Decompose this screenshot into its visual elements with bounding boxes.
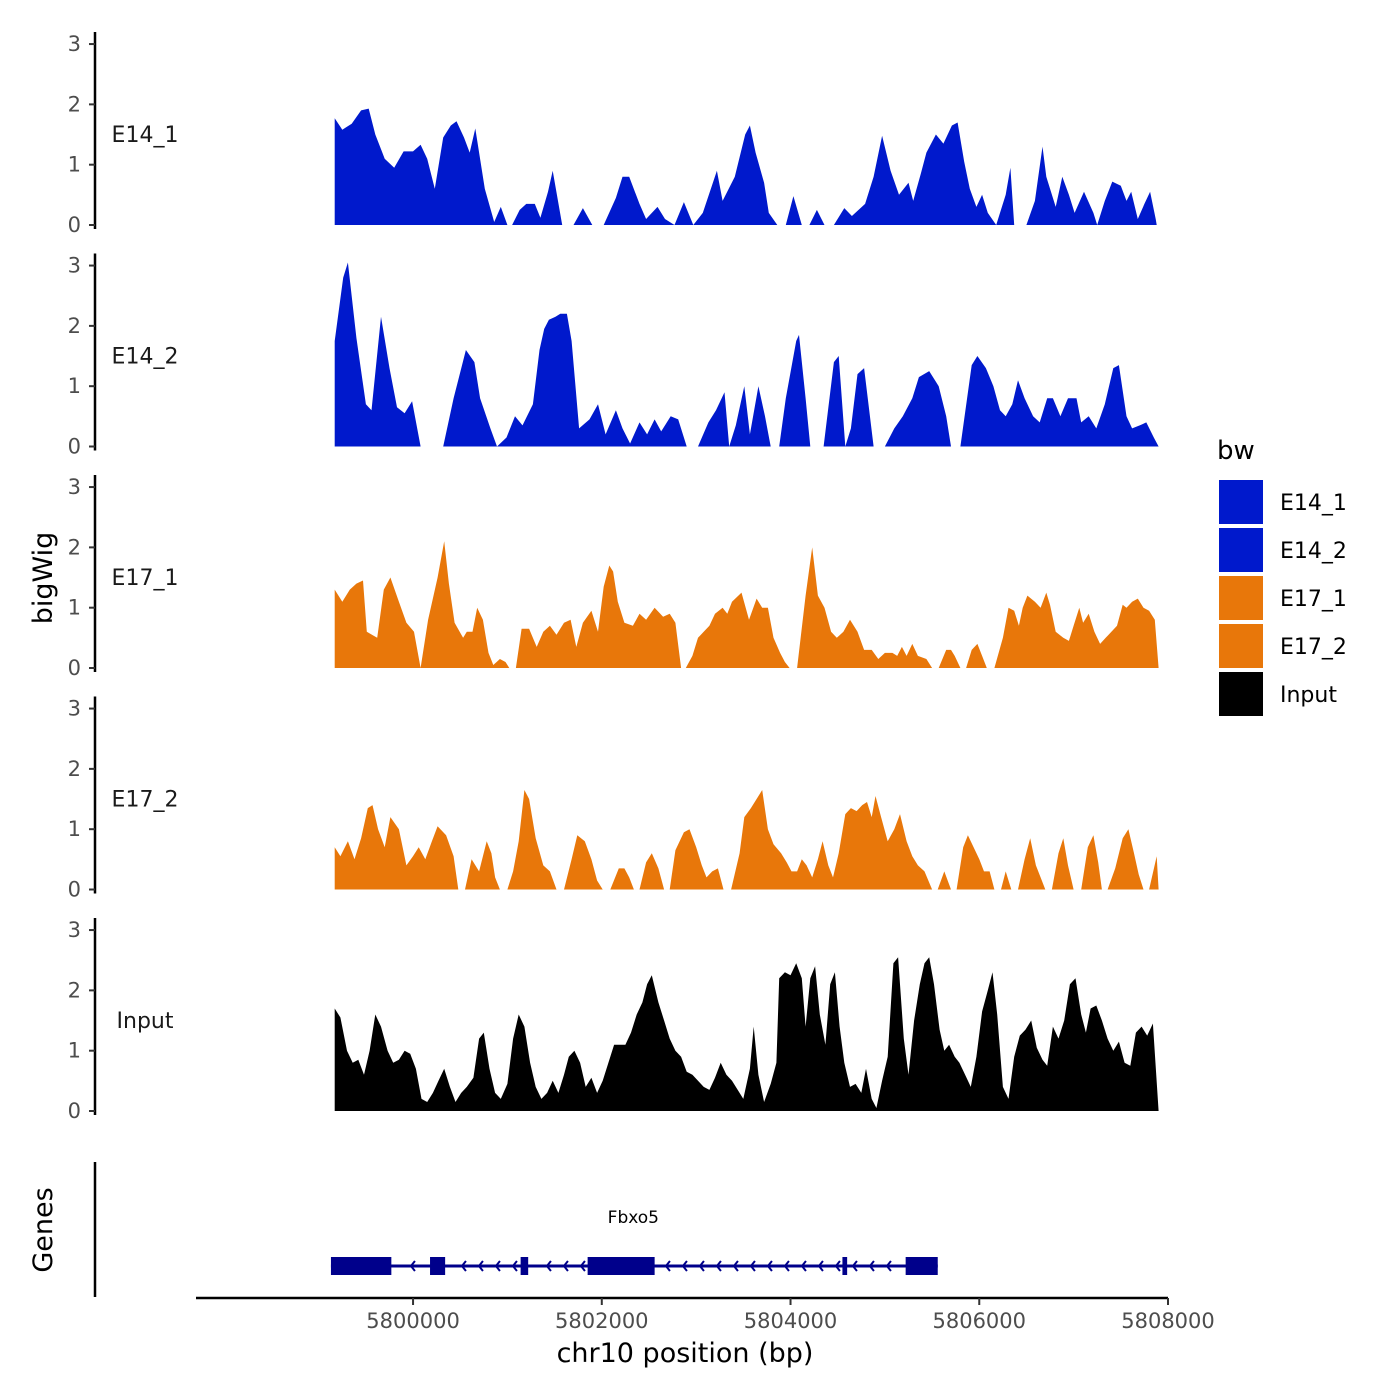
strand-arrow-icon — [698, 1260, 705, 1272]
y-tick-label: 1 — [68, 1039, 81, 1063]
strand-arrow-icon — [562, 1260, 569, 1272]
track-panel-e14-2: 0 1 2 3 E14_2 — [68, 253, 1159, 459]
legend-entry-label: E17_1 — [1280, 587, 1347, 612]
gene-exon — [330, 1257, 392, 1275]
y-tick-label: 2 — [68, 92, 81, 116]
coverage-area — [334, 262, 1159, 447]
coverage-area — [334, 957, 1159, 1111]
y-tick-label: 1 — [68, 374, 81, 398]
y-tick-label: 3 — [68, 475, 81, 499]
tracks-layer: 0 1 2 3 E14_1 0 1 2 3 E14_2 0 1 2 3 E17_1 0 1 2 3 E17_2 0 1 2 3… — [68, 32, 1159, 1123]
strand-arrow-icon — [460, 1260, 467, 1272]
track-label: E14_1 — [112, 123, 179, 148]
y-tick-label: 0 — [68, 435, 81, 459]
track-panel-e17-2: 0 1 2 3 E17_2 — [68, 696, 1159, 902]
y-tick-label: 2 — [68, 757, 81, 781]
y-tick-label: 3 — [68, 697, 81, 721]
y-tick-label: 3 — [68, 918, 81, 942]
x-axis: 5800000 5802000 5804000 5806000 5808000 — [196, 1296, 1215, 1333]
strand-arrow-icon — [783, 1260, 790, 1272]
y-tick-label: 1 — [68, 817, 81, 841]
legend: bw E14_1 E14_2 E17_1 E17_2 Input — [1217, 436, 1347, 716]
genes-track-label: Genes — [28, 1187, 59, 1272]
x-tick-label: 5808000 — [1121, 1309, 1215, 1333]
y-tick-label: 0 — [68, 213, 81, 237]
x-axis-title: chr10 position (bp) — [557, 1338, 814, 1369]
track-label: Input — [117, 1009, 174, 1034]
genes-track: Genes Fbxo5 — [28, 1162, 938, 1297]
y-tick-label: 2 — [68, 978, 81, 1002]
strand-arrow-icon — [494, 1260, 501, 1272]
strand-arrow-icon — [681, 1260, 688, 1272]
strand-arrow-icon — [868, 1260, 875, 1272]
y-tick-label: 1 — [68, 153, 81, 177]
legend-entry-label: Input — [1280, 683, 1337, 708]
x-tick-label: 5802000 — [555, 1309, 649, 1333]
coverage-area — [334, 541, 1159, 668]
gene-exon — [905, 1257, 938, 1275]
strand-arrow-icon — [545, 1260, 552, 1272]
gene-exon — [520, 1257, 529, 1275]
track-label: E17_1 — [112, 566, 179, 591]
track-panel-e17-1: 0 1 2 3 E17_1 — [68, 475, 1159, 680]
strand-arrow-icon — [851, 1260, 858, 1272]
y-tick-label: 2 — [68, 314, 81, 338]
legend-swatch — [1219, 576, 1263, 620]
track-panel-e14-1: 0 1 2 3 E14_1 — [68, 32, 1157, 237]
y-axis-title: bigWig — [28, 532, 59, 625]
y-tick-label: 0 — [68, 1099, 81, 1123]
legend-swatch — [1219, 480, 1263, 524]
track-label: E14_2 — [112, 345, 179, 370]
strand-arrow-icon — [477, 1260, 484, 1272]
x-tick-label: 5800000 — [366, 1309, 460, 1333]
strand-arrow-icon — [732, 1260, 739, 1272]
legend-entry-label: E17_2 — [1280, 635, 1347, 660]
strand-arrow-icon — [834, 1260, 841, 1272]
gene-name-label: Fbxo5 — [608, 1208, 659, 1228]
strand-arrow-icon — [511, 1260, 518, 1272]
y-tick-label: 3 — [68, 32, 81, 56]
strand-arrow-icon — [715, 1260, 722, 1272]
strand-arrow-icon — [885, 1260, 892, 1272]
coverage-area — [334, 790, 1159, 890]
gene-exon — [430, 1257, 446, 1275]
y-tick-label: 0 — [68, 656, 81, 680]
strand-arrow-icon — [766, 1260, 773, 1272]
strand-arrow-icon — [579, 1260, 586, 1272]
strand-arrow-icon — [749, 1260, 756, 1272]
legend-title: bw — [1217, 436, 1255, 466]
strand-arrow-icon — [817, 1260, 824, 1272]
legend-swatch — [1219, 624, 1263, 668]
y-tick-label: 3 — [68, 254, 81, 278]
track-panel-input: 0 1 2 3 Input — [68, 918, 1159, 1123]
legend-swatch — [1219, 528, 1263, 572]
track-label: E17_2 — [112, 788, 179, 813]
y-tick-label: 0 — [68, 878, 81, 902]
y-tick-label: 1 — [68, 596, 81, 620]
strand-arrow-icon — [664, 1260, 671, 1272]
y-tick-label: 2 — [68, 535, 81, 559]
gene-exon — [842, 1257, 848, 1275]
coverage-area — [334, 108, 1157, 225]
x-tick-label: 5806000 — [932, 1309, 1026, 1333]
legend-swatch — [1219, 672, 1263, 716]
legend-entry-label: E14_2 — [1280, 539, 1347, 564]
strand-arrow-icon — [800, 1260, 807, 1272]
legend-entry-label: E14_1 — [1280, 491, 1347, 516]
strand-arrow-icon — [409, 1260, 416, 1272]
gene-exon — [587, 1257, 655, 1275]
x-tick-label: 5804000 — [744, 1309, 838, 1333]
